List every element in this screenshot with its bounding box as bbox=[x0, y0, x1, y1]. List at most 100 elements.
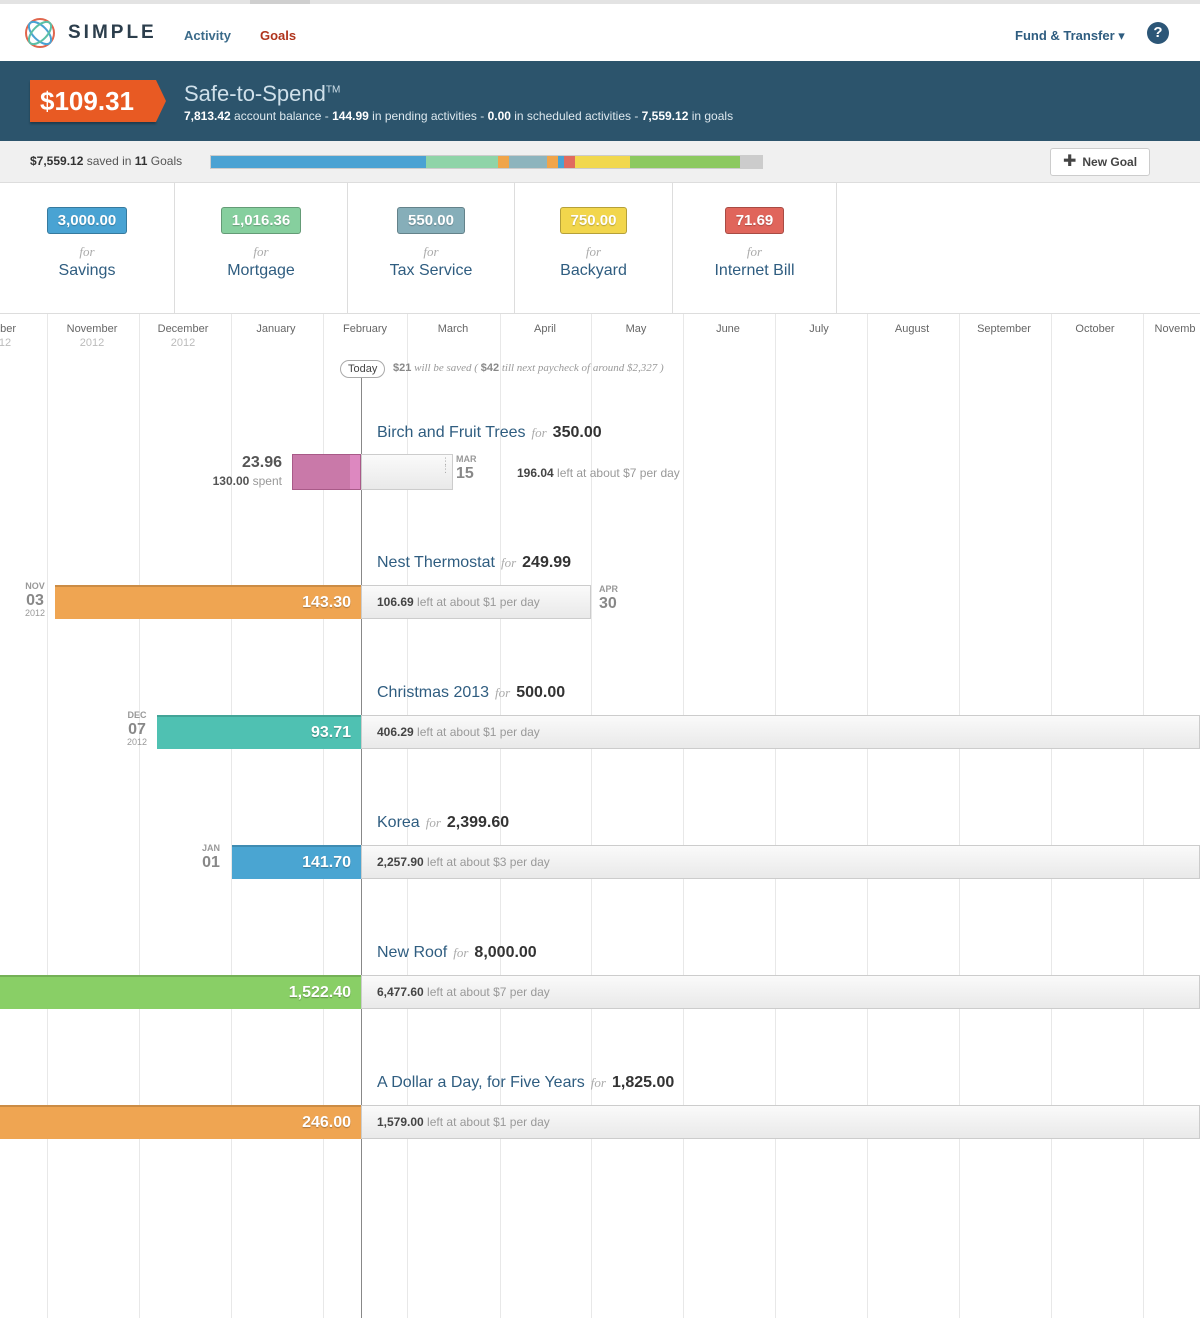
goal-remaining-bar[interactable]: 6,477.60 left at about $7 per day bbox=[361, 975, 1200, 1009]
will-save-amount: $21 bbox=[393, 362, 412, 374]
end-month: APR bbox=[599, 584, 619, 594]
goal-left-text: left at about $1 per day bbox=[423, 1115, 550, 1129]
goal-saved-bar[interactable]: 143.30 bbox=[55, 585, 361, 619]
goal-left-text: left at about $1 per day bbox=[413, 725, 540, 739]
month-name: September bbox=[977, 323, 1031, 335]
goal-title[interactable]: Birch and Fruit Trees for 350.00 bbox=[377, 424, 602, 442]
goal-segment bbox=[508, 156, 548, 168]
category-card-mortgage[interactable]: 1,016.36 for Mortgage bbox=[175, 183, 348, 314]
month-label: Novemb bbox=[1130, 323, 1200, 335]
nav-goals[interactable]: Goals bbox=[260, 28, 297, 43]
today-note: $21 will be saved ( $42 till next payche… bbox=[393, 362, 664, 374]
category-card-tax-service[interactable]: 550.00 for Tax Service bbox=[348, 183, 515, 314]
goal-spent-label: spent bbox=[249, 474, 282, 488]
month-label: ober 12 bbox=[0, 323, 50, 349]
month-name: January bbox=[256, 323, 296, 335]
pending-label: in pending activities - bbox=[368, 109, 488, 123]
goals-stacked-bar bbox=[210, 155, 763, 169]
goal-segment bbox=[425, 156, 498, 168]
category-amount: 3,000.00 bbox=[46, 207, 128, 234]
month-name: March bbox=[437, 323, 469, 335]
logo[interactable]: SIMPLE bbox=[22, 15, 157, 51]
month-name: February bbox=[342, 323, 388, 335]
month-name: July bbox=[809, 323, 829, 335]
goal-segment bbox=[574, 156, 630, 168]
month-label: May bbox=[591, 323, 681, 335]
goal-amount: 249.99 bbox=[522, 554, 572, 571]
goal-left-text: left at about $1 per day bbox=[413, 595, 540, 609]
new-goal-button[interactable]: ✚ New Goal bbox=[1050, 148, 1150, 176]
goal-for: for bbox=[531, 425, 547, 440]
saved-mid: saved in bbox=[83, 154, 135, 168]
month-label: July bbox=[774, 323, 864, 335]
category-for: for bbox=[585, 244, 602, 259]
goal-saved-bar[interactable]: 141.70 bbox=[232, 845, 361, 879]
goal-title[interactable]: New Roof for 8,000.00 bbox=[377, 944, 537, 962]
goal-segment bbox=[211, 156, 426, 168]
category-card-savings[interactable]: 3,000.00 for Savings bbox=[0, 183, 175, 314]
goal-count: 11 bbox=[134, 154, 148, 168]
account-balance: 7,813.42 bbox=[184, 109, 231, 123]
month-gridline bbox=[591, 314, 592, 1318]
goal-segment bbox=[547, 156, 559, 168]
end-day: 30 bbox=[599, 594, 617, 612]
pending-amount: 144.99 bbox=[332, 109, 369, 123]
goal-remaining-bar[interactable]: 406.29 left at about $1 per day bbox=[361, 715, 1200, 749]
will-save-text: will be saved ( bbox=[411, 362, 481, 374]
category-for: for bbox=[746, 244, 763, 259]
goal-saved-bar[interactable]: 246.00 bbox=[0, 1105, 361, 1139]
goal-left-amount: 1,579.00 bbox=[377, 1115, 424, 1129]
trademark: TM bbox=[325, 84, 341, 96]
goal-remaining-bar[interactable]: 1,579.00 left at about $1 per day bbox=[361, 1105, 1200, 1139]
month-name: April bbox=[533, 323, 556, 335]
month-label: September bbox=[959, 323, 1049, 335]
today-marker: Today bbox=[340, 360, 386, 378]
goal-start-date: NOV 03 2012 bbox=[20, 581, 50, 619]
goal-spent-amount: 130.00 bbox=[212, 474, 250, 488]
month-label: January bbox=[231, 323, 321, 335]
category-name: Mortgage bbox=[227, 262, 295, 279]
goal-saved-bar[interactable]: 1,522.40 bbox=[0, 975, 361, 1009]
fund-transfer-menu[interactable]: Fund & Transfer ▾ bbox=[1015, 28, 1125, 43]
goal-title[interactable]: Korea for 2,399.60 bbox=[377, 814, 509, 832]
goal-name: Korea bbox=[377, 814, 420, 831]
month-year: 2012 bbox=[170, 337, 196, 349]
saved-total: $7,559.12 bbox=[30, 154, 84, 168]
category-card-internet-bill[interactable]: 71.69 for Internet Bill bbox=[673, 183, 837, 314]
goal-name: Birch and Fruit Trees bbox=[377, 424, 526, 441]
goal-end-date: MAR 15 bbox=[456, 454, 477, 482]
start-month: DEC bbox=[127, 710, 147, 720]
goal-for: for bbox=[425, 815, 441, 830]
till-paycheck-amount: $42 bbox=[480, 362, 500, 374]
start-year: 2012 bbox=[24, 608, 46, 619]
safe-to-spend-title: Safe-to-SpendTM bbox=[184, 81, 340, 107]
month-label: March bbox=[408, 323, 498, 335]
nav-activity[interactable]: Activity bbox=[184, 28, 231, 43]
month-label: June bbox=[683, 323, 773, 335]
goal-name: A Dollar a Day, for Five Years bbox=[377, 1074, 585, 1091]
goal-remaining-bar[interactable]: 2,257.90 left at about $3 per day bbox=[361, 845, 1200, 879]
goal-saved-bar[interactable]: 93.71 bbox=[157, 715, 361, 749]
month-gridline bbox=[47, 314, 48, 1318]
goal-amount: 350.00 bbox=[552, 424, 602, 441]
goal-title[interactable]: Nest Thermostat for 249.99 bbox=[377, 554, 571, 572]
goal-amount: 2,399.60 bbox=[446, 814, 510, 831]
goal-title[interactable]: A Dollar a Day, for Five Years for 1,825.0… bbox=[377, 1074, 674, 1092]
month-label: October bbox=[1050, 323, 1140, 335]
category-amount: 550.00 bbox=[397, 207, 465, 234]
goal-amount: 1,825.00 bbox=[611, 1074, 675, 1091]
goal-start-date: DEC 07 2012 bbox=[122, 710, 152, 748]
drag-handle-icon[interactable]: ⋮ ⋮ bbox=[441, 456, 450, 474]
category-card-backyard[interactable]: 750.00 for Backyard bbox=[515, 183, 673, 314]
goal-remaining-bar[interactable]: 106.69 left at about $1 per day bbox=[361, 585, 591, 619]
goal-left-amount: 106.69 bbox=[377, 595, 414, 609]
goal-left-amount: 196.04 bbox=[517, 466, 554, 480]
start-day: 01 bbox=[202, 853, 220, 871]
month-gridline bbox=[959, 314, 960, 1318]
help-icon[interactable]: ? bbox=[1147, 22, 1169, 44]
goals-timeline: Today $21 will be saved ( $42 till next … bbox=[0, 314, 1200, 1318]
balance-label: account balance - bbox=[230, 109, 333, 123]
goal-remaining-bar[interactable]: ⋮ ⋮ bbox=[361, 454, 453, 490]
safe-to-spend-breakdown: 7,813.42 account balance - 144.99 in pen… bbox=[184, 109, 733, 123]
goal-title[interactable]: Christmas 2013 for 500.00 bbox=[377, 684, 565, 702]
